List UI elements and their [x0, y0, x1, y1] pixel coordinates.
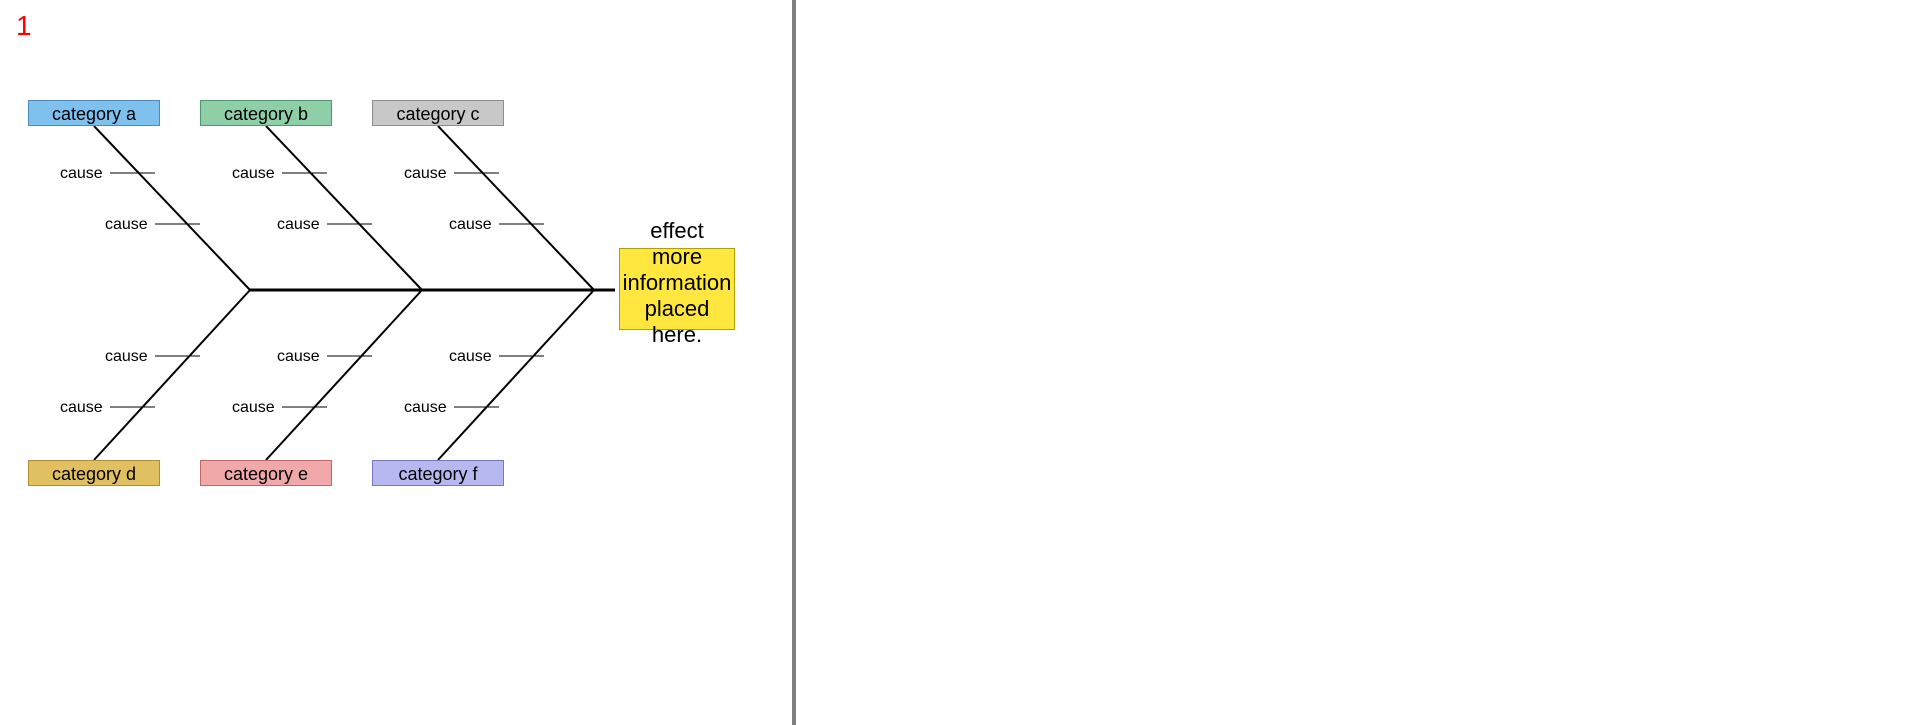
cause-label-c-1: cause [449, 216, 492, 234]
cause-label-a-1: cause [105, 216, 148, 234]
category-box-a: category a [28, 100, 160, 126]
cause-label-d-1: cause [60, 399, 103, 417]
category-box-c: category c [372, 100, 504, 126]
page-number: 1 [16, 10, 32, 42]
category-box-e: category e [200, 460, 332, 486]
category-box-b: category b [200, 100, 332, 126]
cause-label-f-0: cause [449, 348, 492, 366]
category-box-f: category f [372, 460, 504, 486]
cause-label-e-1: cause [232, 399, 275, 417]
cause-label-f-1: cause [404, 399, 447, 417]
cause-label-b-0: cause [232, 165, 275, 183]
cause-label-c-0: cause [404, 165, 447, 183]
category-box-d: category d [28, 460, 160, 486]
cause-label-b-1: cause [277, 216, 320, 234]
cause-label-e-0: cause [277, 348, 320, 366]
cause-label-a-0: cause [60, 165, 103, 183]
effect-text: effectmoreinformationplacedhere. [619, 218, 735, 348]
vertical-divider [792, 0, 796, 725]
cause-label-d-0: cause [105, 348, 148, 366]
